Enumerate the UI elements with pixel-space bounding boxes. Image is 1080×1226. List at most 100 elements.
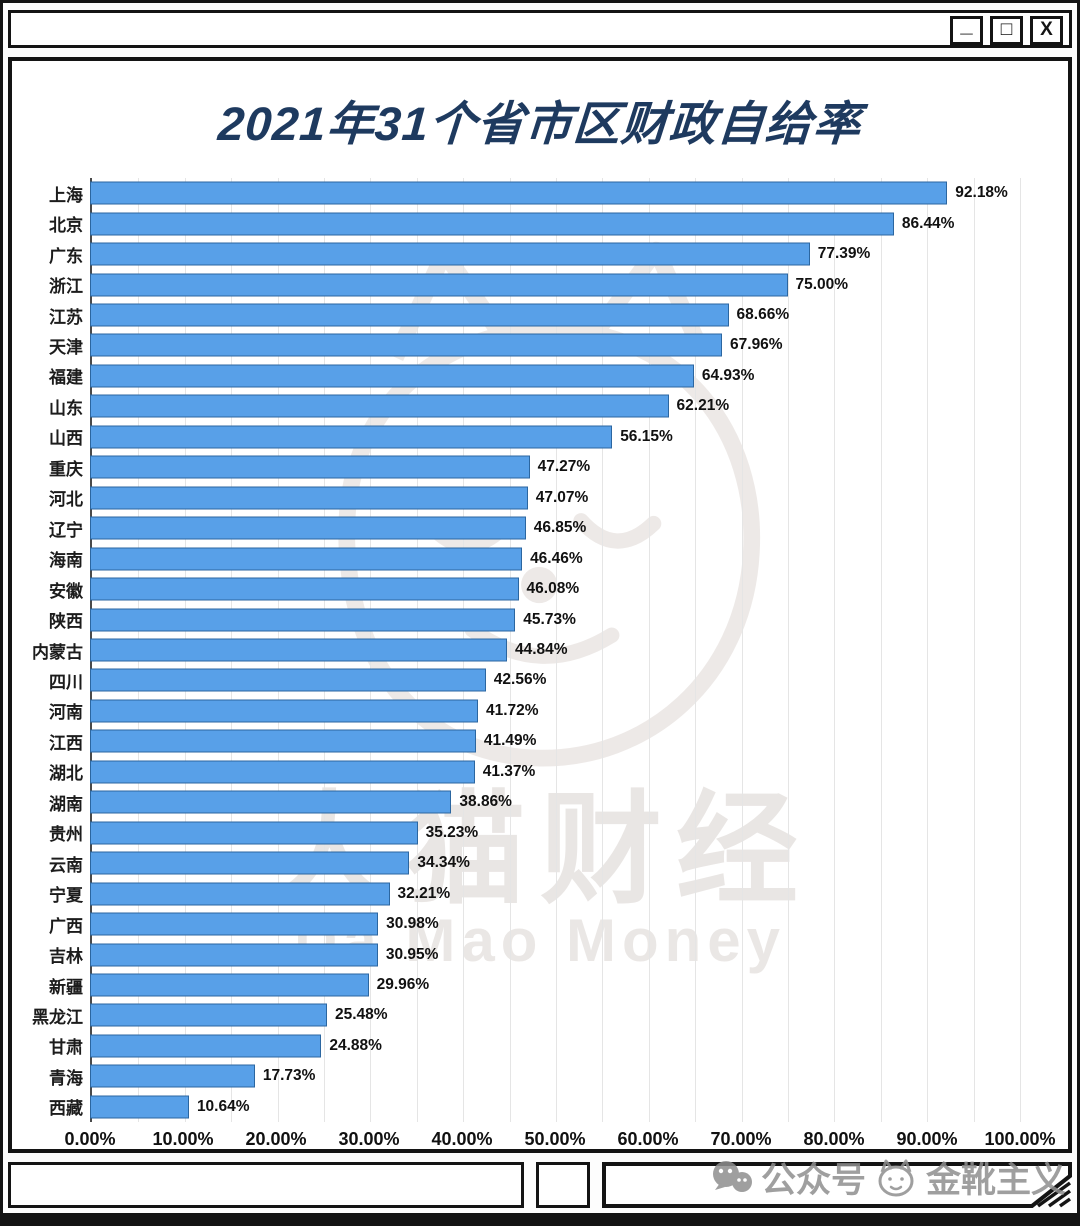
category-label: 四川	[49, 672, 83, 692]
bar-track: 41.37%	[90, 757, 1020, 787]
category-label: 贵州	[49, 825, 83, 845]
bar	[90, 851, 410, 875]
x-tick-label: 70.00%	[710, 1129, 772, 1149]
bar-row: 陕西 45.73%	[12, 604, 1068, 634]
bar	[90, 1064, 255, 1088]
bar	[90, 1095, 189, 1119]
category-label: 福建	[49, 368, 83, 388]
bar	[90, 486, 528, 510]
bar-track: 42.56%	[90, 665, 1020, 695]
category-label: 宁夏	[49, 886, 83, 906]
category-label: 江西	[49, 733, 83, 753]
category-label: 天津	[49, 337, 83, 357]
bar-row: 天津 67.96%	[12, 330, 1068, 360]
bar	[90, 547, 523, 571]
bar-row: 贵州 35.23%	[12, 818, 1068, 848]
status-bar	[8, 1162, 1072, 1208]
minimize-button[interactable]: _	[950, 13, 983, 45]
bar-row: 辽宁 46.85%	[12, 513, 1068, 543]
value-label: 32.21%	[397, 884, 451, 902]
x-axis: 0.00% 10.00% 20.00% 30.00% 40.00% 50.00% 60.00…	[64, 1129, 1055, 1149]
category-label: 陕西	[49, 612, 83, 632]
status-box-left	[8, 1162, 524, 1208]
category-label: 吉林	[49, 947, 83, 967]
bar-track: 35.23%	[90, 818, 1020, 848]
bar	[90, 394, 669, 418]
bar-row: 安徽 46.08%	[12, 574, 1068, 604]
close-button[interactable]: X	[1030, 16, 1063, 45]
bar	[90, 455, 530, 479]
bar	[90, 273, 788, 297]
bar	[90, 668, 486, 692]
bar	[90, 303, 729, 327]
x-tick-label: 40.00%	[431, 1129, 493, 1149]
bar-row: 云南 34.34%	[12, 848, 1068, 878]
bar-track: 41.49%	[90, 726, 1020, 756]
bar	[90, 760, 475, 784]
value-label: 30.98%	[386, 915, 439, 933]
bar-row: 湖南 38.86%	[12, 787, 1068, 817]
x-tick-label: 50.00%	[524, 1129, 586, 1149]
maximize-button[interactable]: □	[990, 16, 1023, 45]
page-title: 2021年31个省市区财政自给率	[216, 97, 863, 150]
bar-row: 新疆 29.96%	[12, 970, 1068, 1000]
bar-row: 海南 46.46%	[12, 543, 1068, 573]
value-label: 56.15%	[620, 427, 673, 445]
value-label: 67.96%	[730, 336, 783, 354]
category-label: 山西	[49, 429, 83, 449]
bar-row: 浙江 75.00%	[12, 269, 1068, 299]
bar-track: 46.08%	[90, 574, 1020, 604]
value-label: 35.23%	[425, 823, 479, 841]
bar	[90, 242, 810, 266]
category-label: 山东	[49, 398, 83, 418]
bar	[90, 1034, 322, 1058]
value-label: 42.56%	[493, 671, 547, 689]
category-label: 浙江	[49, 277, 83, 297]
bar-row: 江西 41.49%	[12, 726, 1068, 756]
bar-row: 内蒙古 44.84%	[12, 635, 1068, 665]
bar	[90, 1003, 327, 1027]
bar	[90, 882, 390, 906]
bar-row: 重庆 47.27%	[12, 452, 1068, 482]
category-label: 海南	[49, 551, 83, 571]
bar-track: 30.98%	[90, 909, 1020, 939]
bar-track: 47.27%	[90, 452, 1020, 482]
value-label: 46.46%	[530, 549, 583, 567]
bar-row: 山西 56.15%	[12, 422, 1068, 452]
value-label: 77.39%	[817, 245, 871, 263]
value-label: 10.64%	[196, 1097, 250, 1115]
category-label: 湖南	[49, 794, 83, 814]
bar-track: 64.93%	[90, 361, 1020, 391]
bar-track: 30.95%	[90, 939, 1020, 969]
bar-track: 86.44%	[90, 208, 1020, 238]
bar-row: 山东 62.21%	[12, 391, 1068, 421]
bar-track: 25.48%	[90, 1000, 1020, 1030]
bar	[90, 577, 519, 601]
category-label: 上海	[49, 185, 83, 205]
value-label: 62.21%	[676, 397, 730, 415]
value-label: 47.07%	[535, 488, 589, 506]
window-controls: _ □ X	[950, 13, 1063, 45]
bar-track: 32.21%	[90, 878, 1020, 908]
bar-row: 上海 92.18%	[12, 178, 1068, 208]
category-label: 广东	[49, 246, 83, 266]
x-tick-label: 80.00%	[803, 1129, 865, 1149]
bar	[90, 608, 516, 632]
bar	[90, 912, 379, 936]
bar	[90, 181, 948, 205]
category-label: 云南	[49, 855, 83, 875]
bar-row: 湖北 41.37%	[12, 757, 1068, 787]
bar-row: 四川 42.56%	[12, 665, 1068, 695]
category-label: 湖北	[49, 764, 83, 784]
close-icon: X	[1040, 19, 1053, 40]
category-label: 河北	[49, 490, 83, 510]
value-label: 30.95%	[385, 945, 439, 963]
x-tick-label: 90.00%	[896, 1129, 958, 1149]
category-label: 甘肃	[49, 1038, 83, 1058]
bar-row: 西藏 10.64%	[12, 1092, 1068, 1122]
category-label: 安徽	[49, 581, 83, 601]
bar-row: 江苏 68.66%	[12, 300, 1068, 330]
bar	[90, 516, 526, 540]
bar	[90, 699, 478, 723]
bar-track: 17.73%	[90, 1061, 1020, 1091]
